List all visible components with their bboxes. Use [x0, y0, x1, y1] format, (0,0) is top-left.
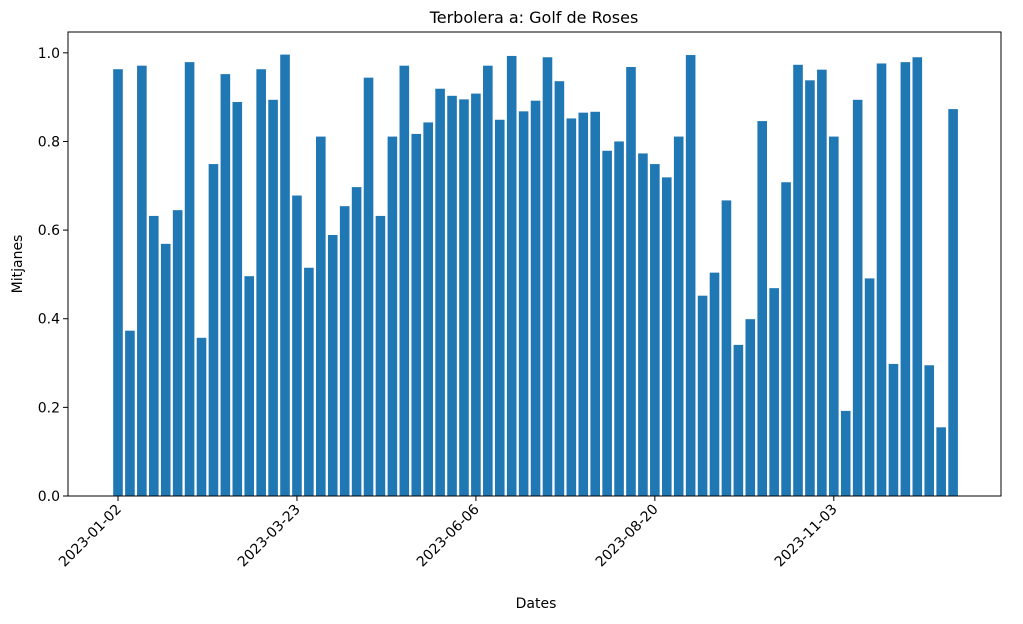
bar — [745, 319, 756, 496]
bar — [769, 288, 779, 496]
bar — [244, 276, 255, 496]
chart-title: Terbolera a: Golf de Roses — [429, 8, 639, 27]
bar — [483, 65, 493, 496]
bar — [590, 111, 600, 496]
bar — [232, 102, 243, 497]
bar — [256, 69, 266, 496]
bar — [817, 69, 827, 497]
x-tick-label: 2023-11-03 — [772, 502, 841, 571]
bar — [888, 363, 899, 496]
bar — [936, 427, 946, 496]
bar — [661, 177, 672, 496]
bar — [184, 62, 195, 497]
bar — [805, 80, 815, 496]
y-tick-label: 0.4 — [38, 312, 60, 328]
y-tick-label: 0.8 — [38, 134, 60, 150]
bar — [125, 330, 135, 496]
bar — [113, 69, 123, 496]
bar — [626, 67, 636, 497]
bar — [840, 410, 851, 496]
bar — [137, 65, 147, 496]
bar — [948, 109, 958, 496]
x-tick-label: 2023-08-20 — [593, 502, 662, 571]
bar — [685, 55, 696, 496]
plot-frame — [67, 31, 1002, 497]
bar — [280, 54, 290, 497]
bar — [292, 195, 302, 496]
bar — [172, 210, 183, 496]
x-tick-label: 2023-01-02 — [56, 502, 125, 571]
bar — [912, 57, 923, 497]
bar — [542, 57, 553, 497]
bar — [339, 206, 350, 496]
bar — [876, 63, 887, 496]
x-axis-label: Dates — [516, 596, 557, 612]
bar — [530, 100, 541, 496]
bar — [220, 74, 231, 496]
bar — [721, 200, 732, 496]
bar — [375, 215, 386, 496]
bar — [327, 234, 338, 497]
bar — [781, 182, 791, 496]
y-tick-label: 0.6 — [38, 223, 60, 239]
y-tick-label: 0.2 — [38, 400, 60, 416]
bar — [697, 295, 708, 496]
x-tick-label: 2023-06-06 — [414, 501, 483, 570]
bar — [268, 99, 278, 496]
y-tick-label: 0.0 — [38, 489, 60, 505]
bar — [829, 136, 839, 496]
bar — [602, 150, 612, 496]
bar — [196, 337, 207, 496]
bar — [578, 112, 589, 497]
x-tick-label: 2023-03-23 — [235, 502, 304, 571]
bar — [316, 136, 326, 496]
bar — [208, 164, 219, 496]
bar — [411, 133, 422, 496]
bar — [793, 64, 803, 497]
bar — [518, 111, 529, 496]
bar — [423, 122, 433, 497]
bar — [506, 55, 517, 496]
bar — [399, 65, 410, 496]
bar — [673, 136, 684, 496]
bar — [733, 344, 744, 496]
bar — [160, 243, 171, 496]
bar — [900, 62, 911, 497]
bar — [864, 278, 875, 496]
bar — [650, 164, 660, 496]
bar — [459, 99, 469, 496]
bar — [638, 153, 648, 497]
bar — [304, 267, 314, 496]
bar — [351, 187, 362, 496]
bar — [471, 93, 481, 496]
bar — [554, 81, 565, 496]
bar — [447, 95, 457, 496]
bar — [924, 365, 935, 496]
bar — [387, 136, 398, 496]
y-tick-label: 1.0 — [38, 46, 60, 62]
y-axis-label: Mitjanes — [10, 235, 26, 294]
bar — [709, 272, 720, 496]
bar — [148, 215, 159, 496]
bar — [566, 118, 577, 496]
bar — [363, 77, 374, 496]
bar — [435, 88, 445, 496]
bar — [614, 141, 624, 496]
bar — [852, 99, 863, 496]
bar — [494, 119, 505, 496]
bar — [757, 121, 768, 496]
